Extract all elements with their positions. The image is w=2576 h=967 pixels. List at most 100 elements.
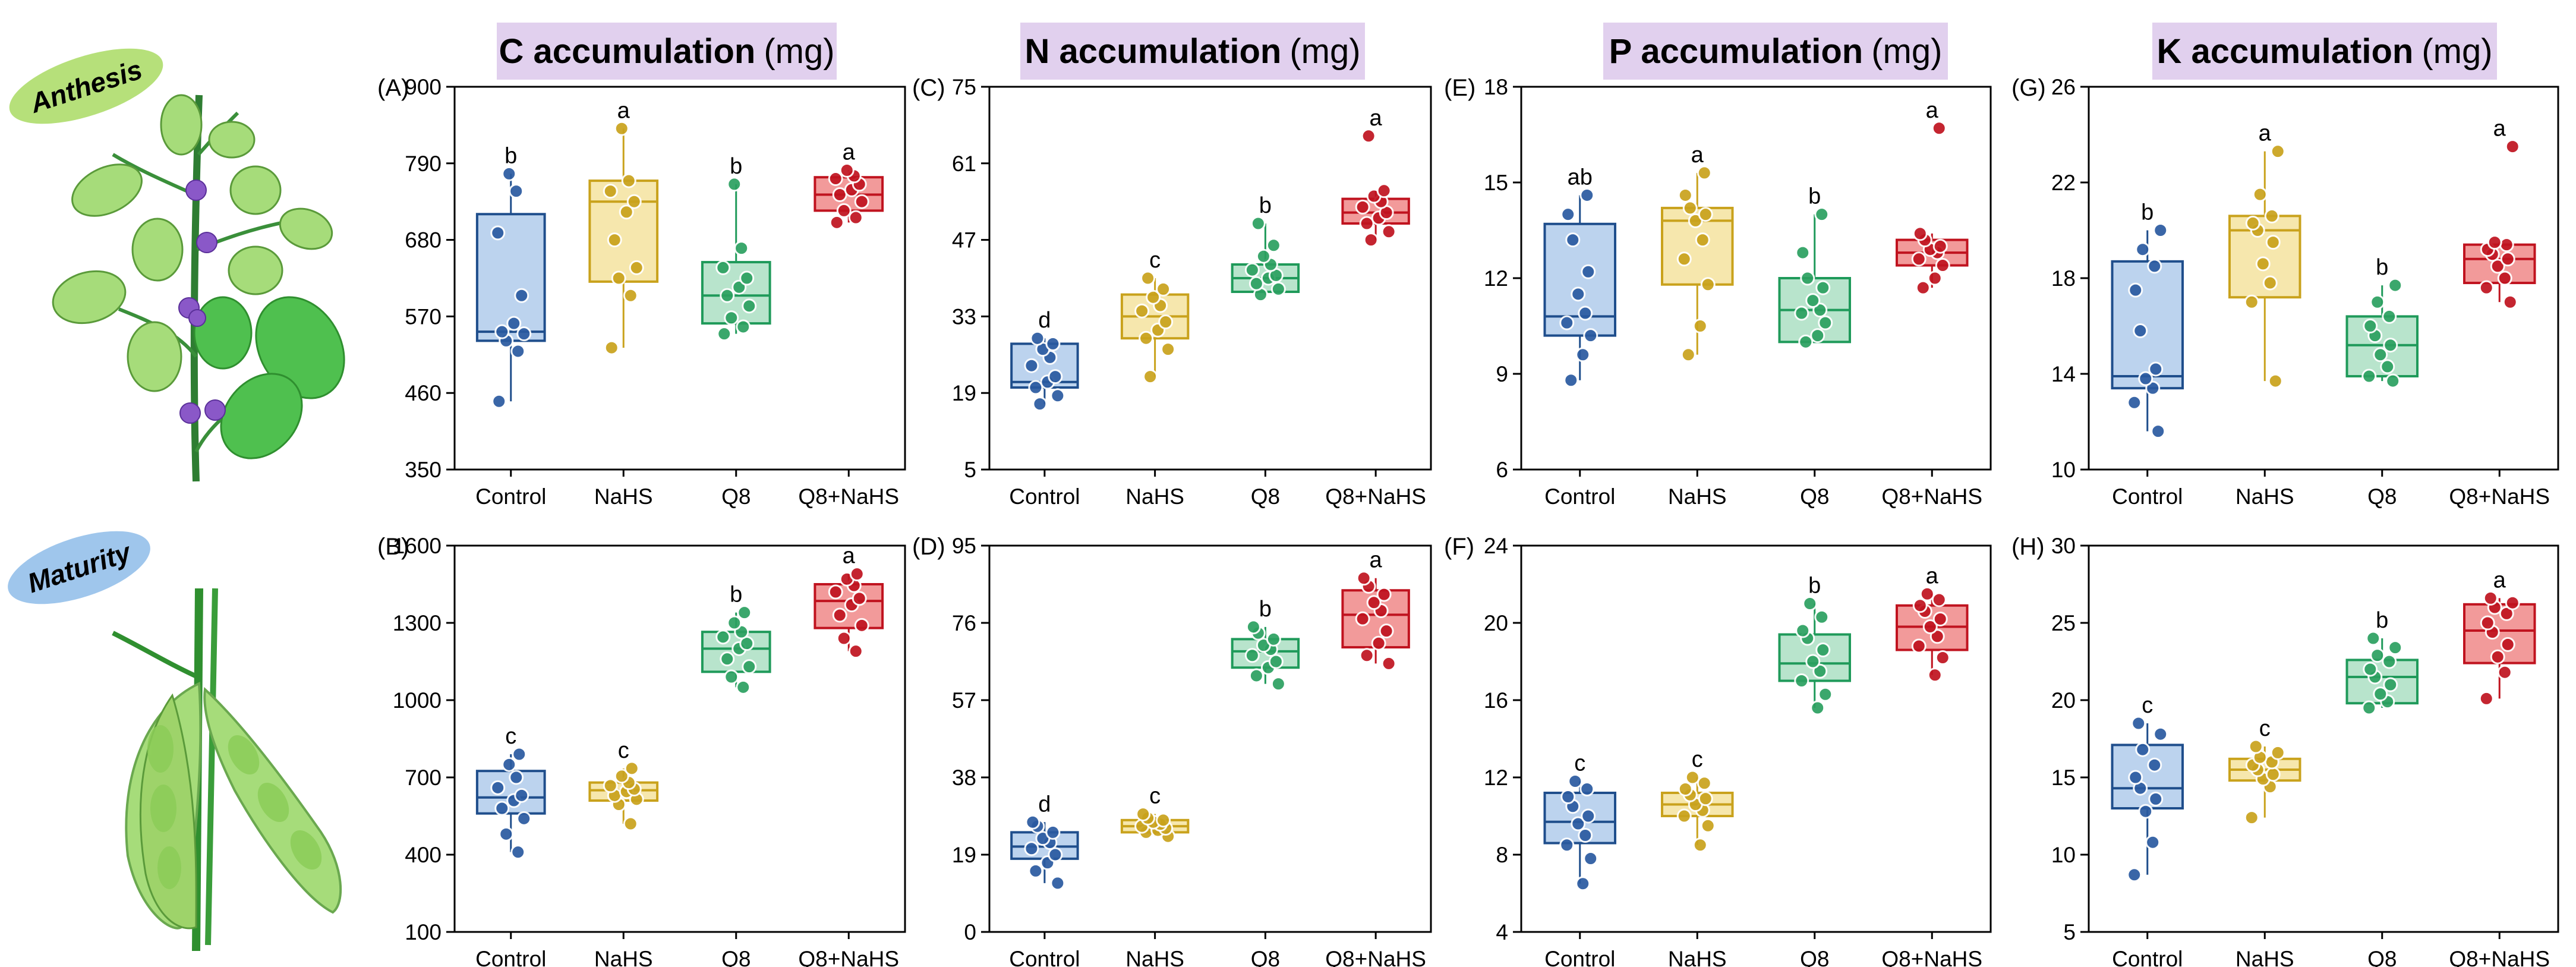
x-tick-label: NaHS <box>594 484 653 509</box>
data-point <box>2383 338 2398 353</box>
data-point <box>509 770 524 785</box>
box <box>2111 744 2184 810</box>
data-point <box>1363 232 1379 248</box>
data-point <box>715 629 731 645</box>
x-tick-label: Q8+NaHS <box>2449 484 2550 509</box>
data-point <box>849 566 865 582</box>
header-unit: (mg) <box>1289 32 1361 71</box>
y-tick-label: 6 <box>1496 458 1508 482</box>
y-tick-label: 5 <box>964 458 976 482</box>
data-point <box>1575 347 1591 363</box>
significance-letter: c <box>618 738 629 763</box>
data-point <box>1140 270 1156 286</box>
data-point <box>717 326 732 342</box>
box-q8-plus-nahs: a <box>814 544 884 659</box>
y-tick-label: 350 <box>405 458 442 482</box>
data-point <box>852 591 867 606</box>
data-point <box>619 204 634 220</box>
data-point <box>1692 837 1708 853</box>
data-point <box>1818 315 1833 330</box>
data-point <box>2127 395 2142 410</box>
leaf-icon <box>131 218 184 282</box>
data-point <box>1575 876 1591 892</box>
panel-label: (H) <box>2011 534 2045 560</box>
x-tick-label: NaHS <box>1668 947 1727 967</box>
x-tick-label: Q8+NaHS <box>1881 484 1982 509</box>
data-point <box>1048 369 1063 385</box>
data-point <box>2147 757 2162 773</box>
data-point <box>2244 294 2259 310</box>
data-point <box>614 121 629 136</box>
significance-letter: c <box>2259 716 2271 741</box>
data-point <box>1571 816 1586 831</box>
plot-frame <box>453 544 906 933</box>
data-point <box>499 826 514 842</box>
y-tick-label: 4 <box>1496 920 1508 944</box>
data-point <box>1682 200 1698 216</box>
y-tick-label: 19 <box>952 843 976 867</box>
leaf-icon <box>279 207 333 250</box>
y-tick-label: 16 <box>1484 688 1508 713</box>
data-point <box>2388 640 2403 656</box>
data-point <box>1794 305 1809 321</box>
data-point <box>1676 808 1692 824</box>
data-point <box>1922 619 1938 634</box>
significance-letter: c <box>2142 693 2153 718</box>
data-point <box>607 232 622 248</box>
box-nahs: c <box>2228 716 2301 826</box>
data-point <box>2502 294 2518 310</box>
box-q8: b <box>1778 574 1851 716</box>
data-point <box>2388 278 2403 293</box>
data-point <box>2131 716 2146 731</box>
flower-icon <box>179 402 201 424</box>
data-point <box>1794 673 1809 688</box>
data-point <box>1915 280 1931 295</box>
x-tick-label: NaHS <box>1125 484 1184 509</box>
data-point <box>1359 648 1374 663</box>
data-point <box>2383 677 2398 692</box>
box-q8-plus-nahs: a <box>2463 116 2536 310</box>
data-point <box>2500 637 2515 652</box>
significance-letter: a <box>2493 116 2506 141</box>
data-point <box>1700 818 1716 833</box>
y-tick-label: 76 <box>952 611 976 635</box>
box-q8: b <box>701 154 771 342</box>
data-point <box>1935 258 1950 273</box>
significance-letter: a <box>1370 548 1383 573</box>
data-point <box>1355 611 1370 626</box>
y-tick-label: 75 <box>952 75 976 99</box>
data-point <box>742 298 757 314</box>
panel-label: (A) <box>377 75 409 101</box>
y-tick-label: 400 <box>405 843 442 867</box>
data-point <box>491 393 507 409</box>
data-point <box>1931 592 1947 607</box>
box-q8-plus-nahs: a <box>1341 548 1410 671</box>
data-point <box>2487 235 2502 250</box>
y-tick-label: 12 <box>1484 766 1508 790</box>
y-tick-label: 15 <box>2051 766 2076 790</box>
data-point <box>1248 668 1264 683</box>
box-nahs: c <box>1120 248 1190 385</box>
data-point <box>502 757 517 772</box>
plot-frame <box>988 544 1432 933</box>
y-tick-label: 12 <box>1484 266 1508 291</box>
data-point <box>1146 289 1161 305</box>
data-point <box>624 761 639 776</box>
panel-label: (G) <box>2011 75 2046 101</box>
y-tick-label: 61 <box>952 152 976 176</box>
box-nahs: a <box>1661 143 1734 363</box>
data-point <box>1802 596 1818 611</box>
data-point <box>2268 373 2283 389</box>
significance-letter: b <box>2141 200 2154 225</box>
data-point <box>1579 782 1595 796</box>
data-point <box>2128 282 2143 298</box>
data-point <box>1248 276 1264 291</box>
data-point <box>1678 187 1693 203</box>
flower-icon <box>204 399 226 421</box>
y-tick-label: 1600 <box>393 534 442 558</box>
data-point <box>2255 256 2271 272</box>
data-point <box>2153 726 2168 742</box>
data-point <box>1050 388 1065 404</box>
plot-frame <box>453 86 906 471</box>
